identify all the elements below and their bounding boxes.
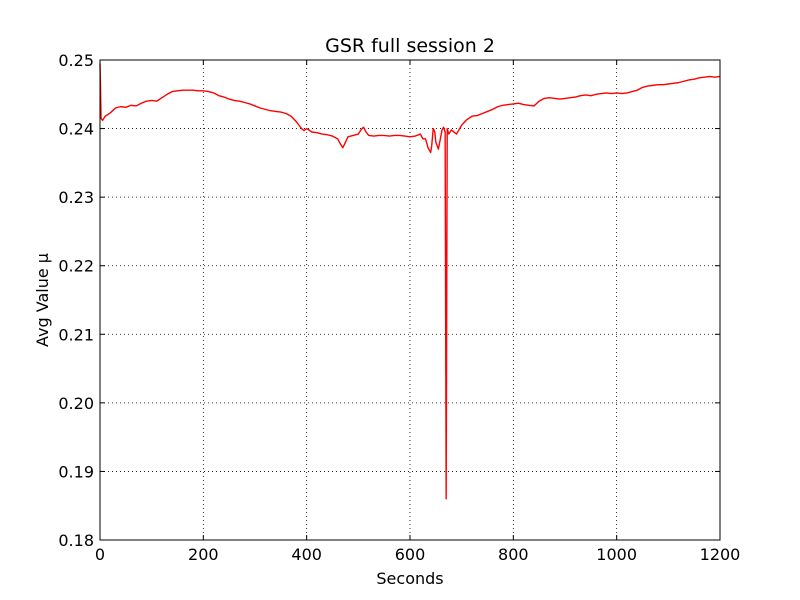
x-tick-label: 400	[291, 545, 322, 564]
x-tick-label: 200	[188, 545, 219, 564]
y-tick-label: 0.20	[58, 394, 94, 413]
y-tick-label: 0.23	[58, 188, 94, 207]
axis-ticks: 0 200 400 600 800 1000 1200 0.18 0.19 0.20 0.21 0.2…	[58, 51, 740, 564]
x-tick-label: 0	[95, 545, 105, 564]
x-tick-label: 1200	[700, 545, 741, 564]
y-axis-title: Avg Value µ	[33, 253, 52, 347]
x-tick-label: 800	[498, 545, 529, 564]
series-line-1	[99, 63, 721, 500]
y-tick-label: 0.25	[58, 51, 94, 70]
y-tick-label: 0.24	[58, 120, 94, 139]
y-tick-label: 0.22	[58, 257, 94, 276]
y-tick-label: 0.18	[58, 531, 94, 550]
x-axis-title: Seconds	[376, 569, 443, 588]
x-tick-label: 600	[395, 545, 426, 564]
chart-title: GSR full session 2	[325, 35, 495, 57]
x-tick-label: 1000	[596, 545, 637, 564]
y-tick-label: 0.19	[58, 462, 94, 481]
y-tick-label: 0.21	[58, 325, 94, 344]
series-layer	[99, 63, 721, 500]
